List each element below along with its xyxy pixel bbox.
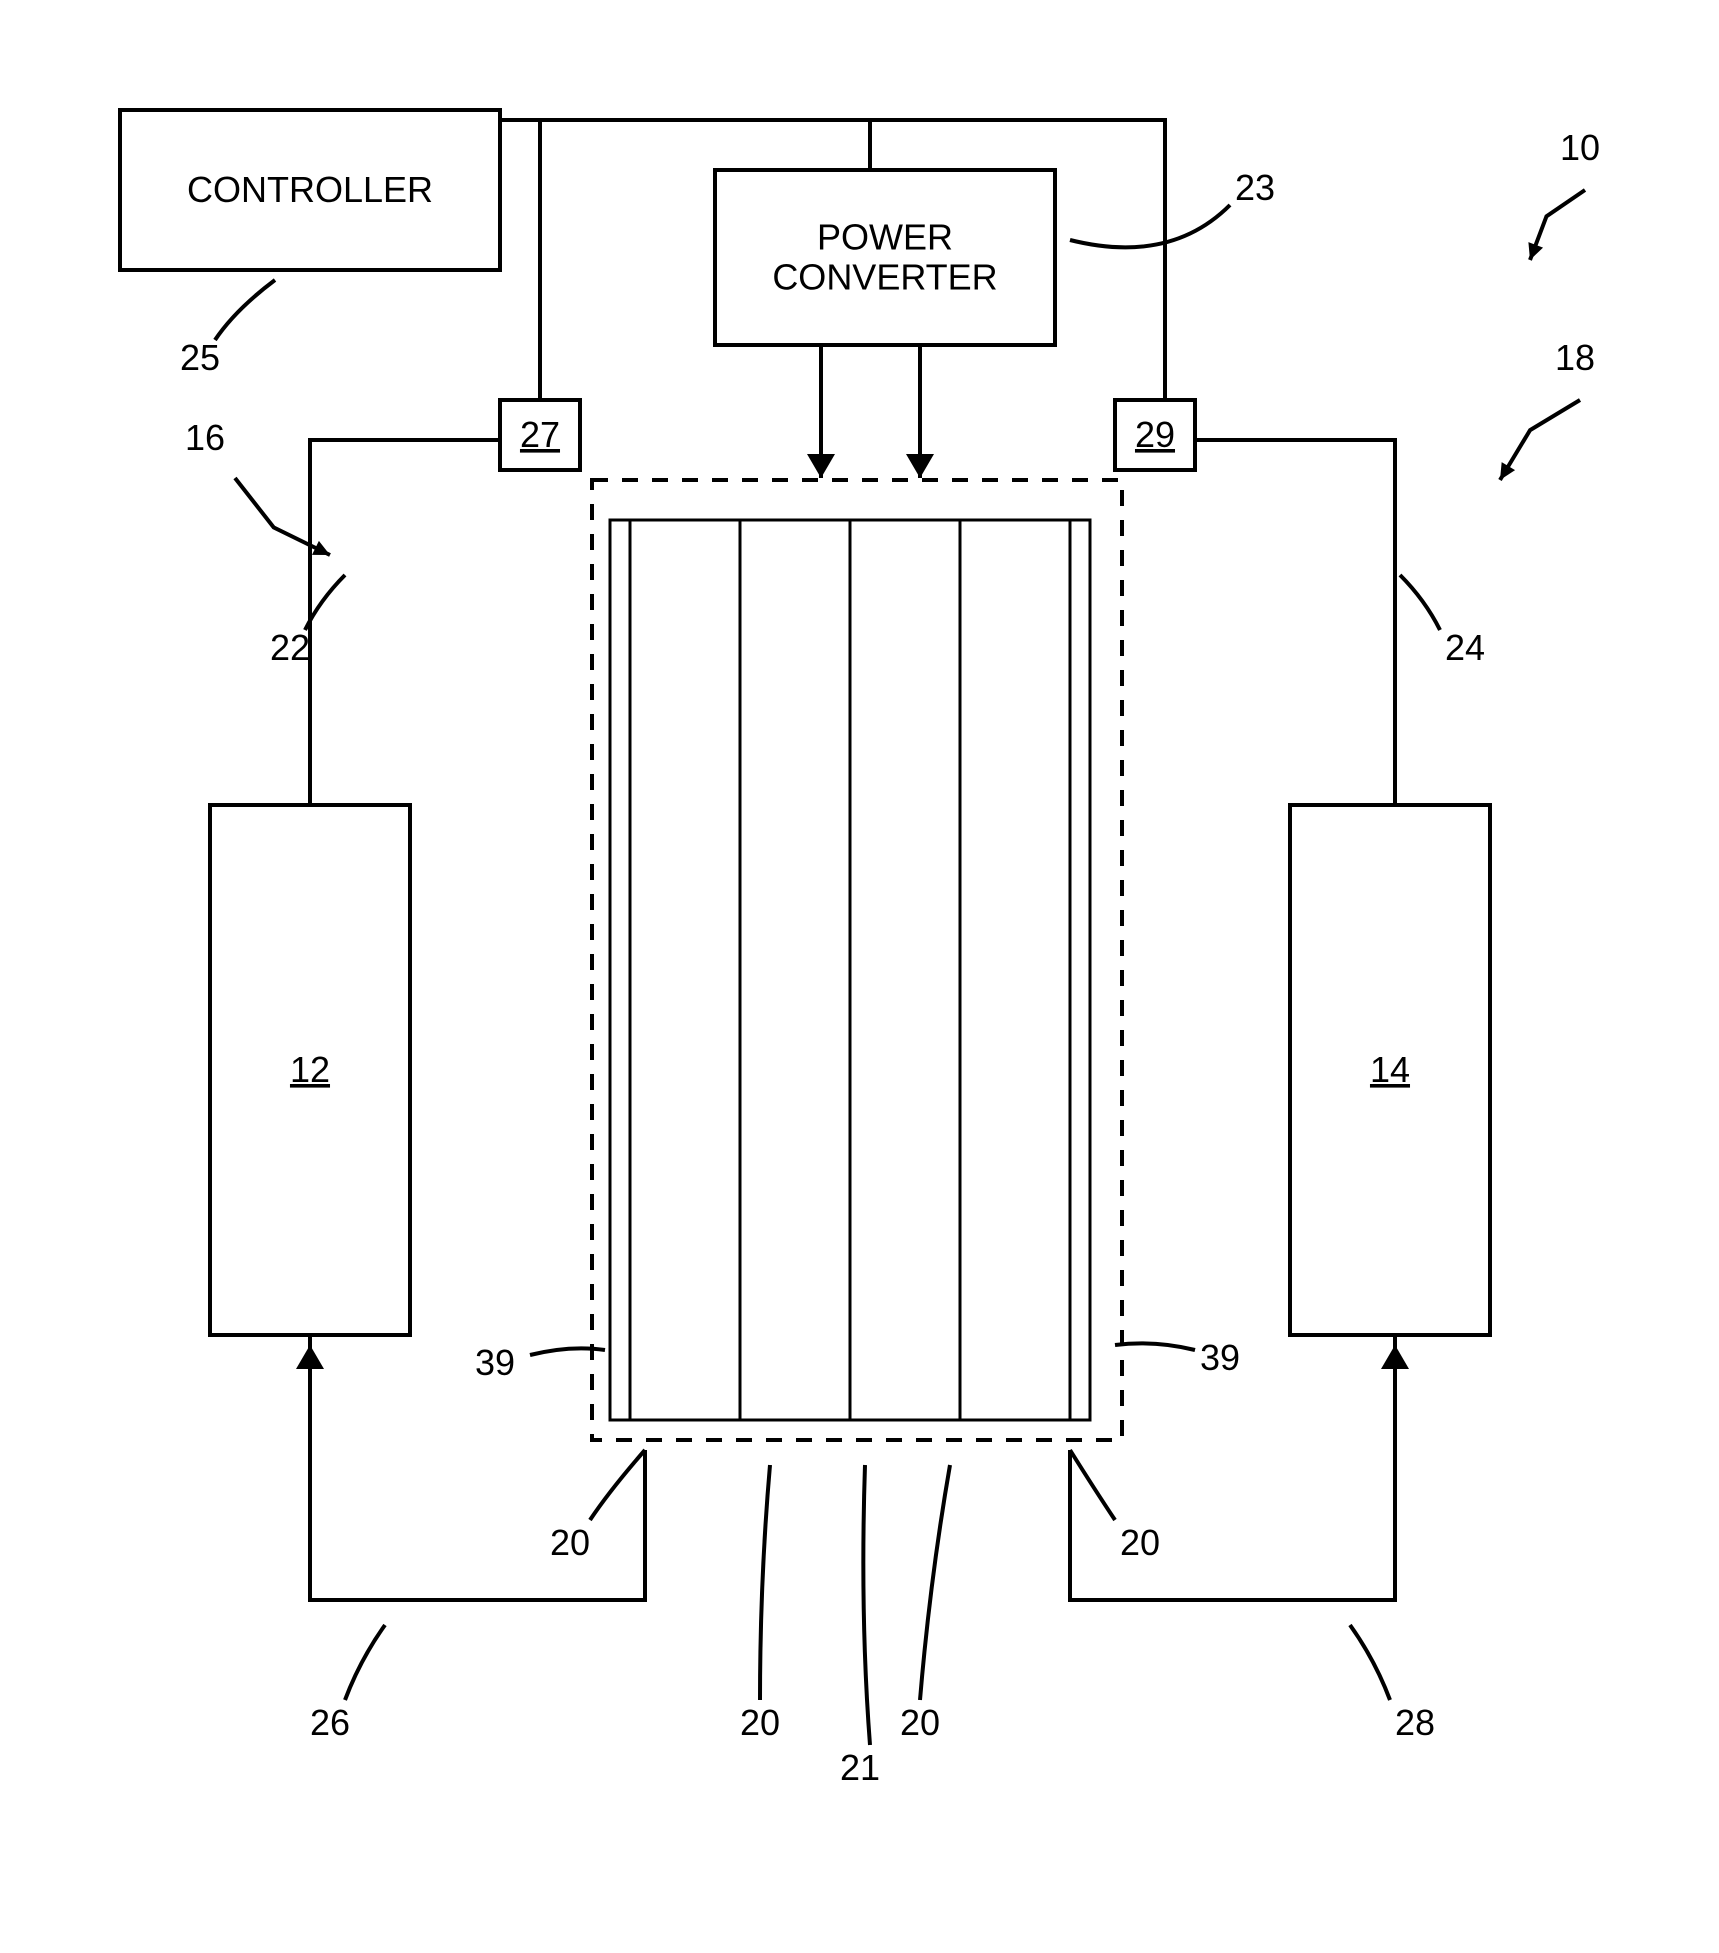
tank-left-block-label: 12 — [290, 1049, 330, 1090]
ref-label-23: 23 — [1235, 167, 1275, 208]
controller-block-label: CONTROLLER — [187, 169, 433, 210]
callout-leader — [235, 478, 330, 555]
end-plate-left — [610, 520, 630, 1420]
ref-label-20d: 20 — [1120, 1522, 1160, 1563]
sensor-left-block-label: 27 — [520, 414, 560, 455]
callout-leader — [1500, 400, 1580, 480]
arrow-head — [906, 454, 934, 478]
end-plate-right — [1070, 520, 1090, 1420]
callout-leader — [760, 1465, 770, 1700]
diagram-canvas: CONTROLLER POWERCONVERTER 27 29 12 14 10 16 18 21… — [0, 0, 1719, 1953]
callout-leader — [215, 280, 275, 340]
ref-label-39b: 39 — [1200, 1337, 1240, 1378]
cell — [630, 520, 740, 1420]
callout-leader — [1070, 205, 1230, 247]
sensor-right-block-label: 29 — [1135, 414, 1175, 455]
cell — [740, 520, 850, 1420]
ref-label-28: 28 — [1395, 1702, 1435, 1743]
arrow-head — [296, 1345, 324, 1369]
power-converter-block-label: CONVERTER — [772, 257, 997, 298]
callout-leader — [1115, 1343, 1195, 1350]
ref-label-16: 16 — [185, 417, 225, 458]
ref-label-39a: 39 — [475, 1342, 515, 1383]
connector-wire — [500, 120, 540, 400]
ref-label-24: 24 — [1445, 627, 1485, 668]
ref-label-20c: 20 — [900, 1702, 940, 1743]
connector-wire — [310, 440, 500, 805]
ref-label-26: 26 — [310, 1702, 350, 1743]
ref-label-18: 18 — [1555, 337, 1595, 378]
arrow-head — [1381, 1345, 1409, 1369]
callout-leader — [920, 1465, 950, 1700]
ref-label-21: 21 — [840, 1747, 880, 1788]
power-converter-block-label: POWER — [817, 217, 953, 258]
ref-label-20b: 20 — [740, 1702, 780, 1743]
cell — [960, 520, 1070, 1420]
cell — [850, 520, 960, 1420]
tank-right-block-label: 14 — [1370, 1049, 1410, 1090]
ref-label-10: 10 — [1560, 127, 1600, 168]
callout-leader — [863, 1465, 870, 1745]
arrow-head — [807, 454, 835, 478]
callout-leader — [1350, 1625, 1390, 1700]
callout-leader — [1400, 575, 1440, 630]
callout-leader — [345, 1625, 385, 1700]
callout-leader — [1070, 1450, 1115, 1520]
ref-label-20a: 20 — [550, 1522, 590, 1563]
connector-wire — [500, 120, 870, 170]
ref-label-22: 22 — [270, 627, 310, 668]
connector-wire — [1195, 440, 1395, 805]
callout-leader — [590, 1450, 645, 1520]
ref-label-25: 25 — [180, 337, 220, 378]
